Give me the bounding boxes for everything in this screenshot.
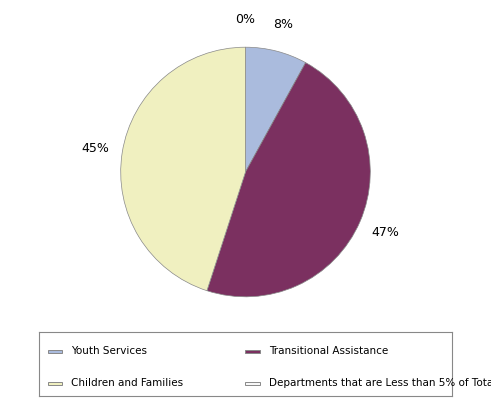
Text: 0%: 0% [236,13,255,26]
Text: Youth Services: Youth Services [71,346,147,356]
Wedge shape [121,47,246,291]
FancyBboxPatch shape [246,350,260,353]
Text: Transitional Assistance: Transitional Assistance [269,346,388,356]
FancyBboxPatch shape [48,350,62,353]
Text: 45%: 45% [81,142,109,155]
Wedge shape [207,63,370,297]
Text: Departments that are Less than 5% of Total: Departments that are Less than 5% of Tot… [269,378,491,388]
Wedge shape [246,47,305,172]
FancyBboxPatch shape [246,382,260,385]
Text: Children and Families: Children and Families [71,378,183,388]
Text: 47%: 47% [371,226,399,239]
FancyBboxPatch shape [48,382,62,385]
Text: 8%: 8% [273,18,294,31]
